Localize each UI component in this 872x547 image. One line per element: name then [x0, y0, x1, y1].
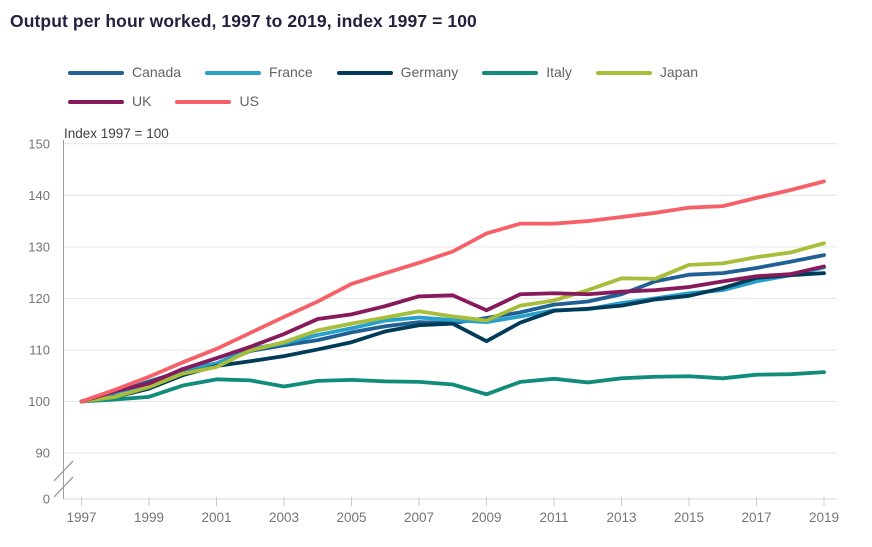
legend-swatch-france [205, 70, 262, 75]
legend-label: US [239, 93, 259, 109]
x-tick-label-2013: 2013 [606, 510, 636, 525]
y-tick-label-150: 150 [28, 136, 50, 151]
series-line-us [79, 179, 826, 404]
series-line-france [79, 265, 826, 404]
y-tick-label-110: 110 [29, 342, 50, 357]
y-axis-note: Index 1997 = 100 [64, 126, 169, 141]
legend-item-france[interactable]: France [205, 62, 313, 83]
y-tick-label-100: 100 [28, 394, 50, 409]
x-tick-label-2011: 2011 [539, 510, 568, 525]
legend-item-uk[interactable]: UK [68, 91, 151, 112]
axis-break-mark [53, 476, 74, 498]
x-tick-label-2003: 2003 [269, 510, 299, 525]
legend: Canada France Germany Italy Japan UK US [68, 62, 748, 112]
legend-swatch-uk [68, 99, 124, 104]
legend-swatch-us [175, 99, 232, 104]
x-tick-label-2007: 2007 [404, 510, 434, 525]
axis-break-mark [53, 460, 74, 482]
y-tick-label-120: 120 [28, 291, 50, 306]
y-tick-label-130: 130 [28, 239, 50, 254]
x-tick-label-2015: 2015 [674, 510, 704, 525]
legend-label: Italy [546, 64, 572, 80]
x-tick-label-1997: 1997 [66, 510, 96, 525]
legend-item-italy[interactable]: Italy [482, 62, 572, 83]
series-line-uk [79, 264, 826, 404]
legend-label: UK [132, 93, 152, 109]
x-tick-label-1999: 1999 [134, 510, 164, 525]
x-tick-label-2017: 2017 [741, 510, 771, 525]
legend-swatch-germany [336, 70, 393, 75]
x-tick-label-2019: 2019 [809, 510, 839, 525]
y-tick-label-140: 140 [28, 188, 50, 203]
legend-item-japan[interactable]: Japan [595, 62, 699, 83]
legend-label: Germany [400, 64, 459, 80]
series-line-japan [79, 241, 826, 404]
legend-label: Japan [659, 64, 699, 80]
x-tick-label-2001: 2001 [201, 510, 231, 525]
y-tick-label-0: 0 [43, 492, 50, 507]
y-tick-label-90: 90 [36, 446, 50, 461]
series-line-italy [79, 370, 826, 404]
legend-swatch-canada [68, 70, 124, 75]
legend-item-germany[interactable]: Germany [336, 62, 459, 83]
chart-title: Output per hour worked, 1997 to 2019, in… [10, 11, 477, 31]
x-tick-label-2009: 2009 [471, 510, 501, 525]
legend-swatch-italy [482, 70, 539, 75]
legend-item-canada[interactable]: Canada [68, 62, 181, 83]
legend-label: France [269, 64, 313, 80]
legend-label: Canada [132, 64, 182, 80]
legend-swatch-japan [595, 70, 652, 75]
x-tick-label-2005: 2005 [336, 510, 366, 525]
legend-item-us[interactable]: US [175, 91, 259, 112]
